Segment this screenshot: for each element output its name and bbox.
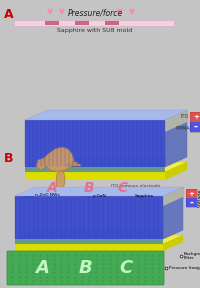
Bar bbox=[45, 21, 59, 25]
Polygon shape bbox=[44, 147, 74, 172]
Text: p-GaN: p-GaN bbox=[93, 194, 107, 198]
Text: B: B bbox=[4, 152, 14, 165]
Polygon shape bbox=[163, 187, 183, 206]
Bar bbox=[105, 21, 119, 25]
FancyBboxPatch shape bbox=[7, 251, 164, 285]
Polygon shape bbox=[25, 157, 187, 167]
Bar bbox=[186, 198, 197, 207]
Bar bbox=[83, 193, 91, 198]
Text: B: B bbox=[84, 181, 94, 195]
Bar bbox=[186, 189, 197, 198]
Bar bbox=[190, 112, 200, 122]
Text: Sapphire: Sapphire bbox=[135, 194, 154, 198]
Polygon shape bbox=[15, 187, 183, 196]
Text: Pressure Image: Pressure Image bbox=[169, 266, 200, 270]
Polygon shape bbox=[165, 110, 187, 132]
Polygon shape bbox=[165, 162, 187, 180]
Text: A: A bbox=[47, 181, 57, 195]
Polygon shape bbox=[36, 158, 46, 170]
Bar bbox=[14, 20, 174, 26]
Polygon shape bbox=[15, 235, 183, 244]
Polygon shape bbox=[15, 239, 163, 244]
Polygon shape bbox=[15, 230, 183, 239]
Polygon shape bbox=[75, 164, 81, 166]
Text: A: A bbox=[4, 8, 14, 21]
Polygon shape bbox=[165, 110, 187, 167]
Bar bbox=[190, 112, 200, 132]
Bar bbox=[186, 189, 197, 207]
Text: Sapphire with SU8 mold: Sapphire with SU8 mold bbox=[57, 28, 133, 33]
Text: ITO: ITO bbox=[180, 115, 188, 120]
Text: n-ZnO NWs: n-ZnO NWs bbox=[35, 194, 60, 198]
Polygon shape bbox=[15, 244, 163, 251]
Text: Pressure/force: Pressure/force bbox=[67, 9, 123, 18]
Text: +: + bbox=[189, 190, 194, 196]
Polygon shape bbox=[25, 120, 165, 167]
Text: PMMA: PMMA bbox=[176, 126, 191, 132]
Polygon shape bbox=[25, 110, 187, 120]
Polygon shape bbox=[67, 164, 73, 166]
Text: Voltage: Voltage bbox=[198, 189, 200, 207]
Polygon shape bbox=[25, 167, 165, 172]
Text: C: C bbox=[119, 259, 132, 277]
Text: B: B bbox=[79, 259, 92, 277]
Text: -: - bbox=[190, 198, 194, 207]
Text: +: + bbox=[193, 114, 199, 120]
Bar bbox=[190, 122, 200, 132]
Polygon shape bbox=[15, 196, 163, 239]
Text: -: - bbox=[194, 122, 198, 132]
Polygon shape bbox=[56, 170, 65, 189]
Polygon shape bbox=[25, 172, 165, 180]
Bar bbox=[125, 193, 133, 198]
Text: ITO common electrode: ITO common electrode bbox=[111, 184, 160, 188]
Polygon shape bbox=[163, 235, 183, 251]
Polygon shape bbox=[25, 162, 187, 172]
Polygon shape bbox=[163, 187, 183, 239]
Bar bbox=[25, 193, 33, 198]
Text: C: C bbox=[118, 181, 128, 195]
Text: A: A bbox=[35, 259, 49, 277]
Text: Background
Filter: Background Filter bbox=[184, 252, 200, 260]
Bar bbox=[75, 21, 89, 25]
Polygon shape bbox=[72, 162, 78, 166]
